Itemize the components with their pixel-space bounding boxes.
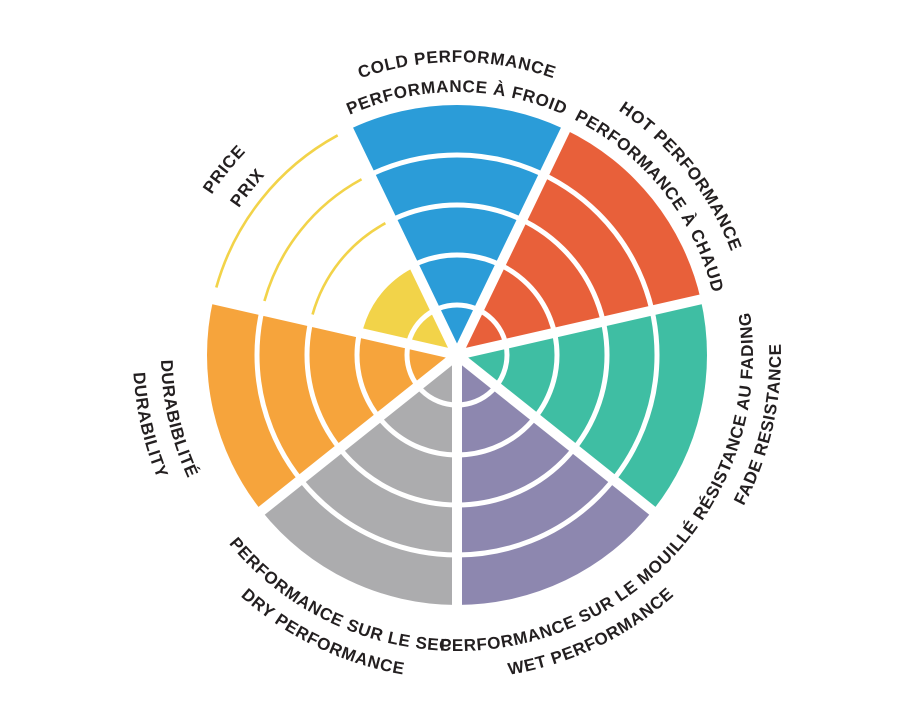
sector-fade-resistance-fill <box>457 299 708 511</box>
sector-dry-performance-fill <box>261 355 457 605</box>
sector-wet-performance-fill <box>457 355 653 605</box>
sector-durability-fill <box>206 299 457 511</box>
sector-fills <box>206 104 708 605</box>
sector-gap <box>455 292 709 360</box>
sector-gap <box>205 292 459 360</box>
sector-cold-performance-fill <box>348 104 566 355</box>
unfilled-ring-outlines <box>215 134 387 315</box>
sector-gap <box>452 121 574 358</box>
sector-gap <box>340 121 462 358</box>
sector-price-ring-outline <box>311 222 387 315</box>
label-cold-performance-en: COLD PERFORMANCE <box>355 47 558 82</box>
sector-price-ring-outline <box>263 178 363 302</box>
sector-gap <box>453 351 662 520</box>
sector-gap <box>252 351 461 520</box>
sector-price-ring-outline <box>215 134 339 288</box>
sector-hot-performance-fill <box>457 129 701 355</box>
sector-gap-spokes <box>205 121 709 612</box>
